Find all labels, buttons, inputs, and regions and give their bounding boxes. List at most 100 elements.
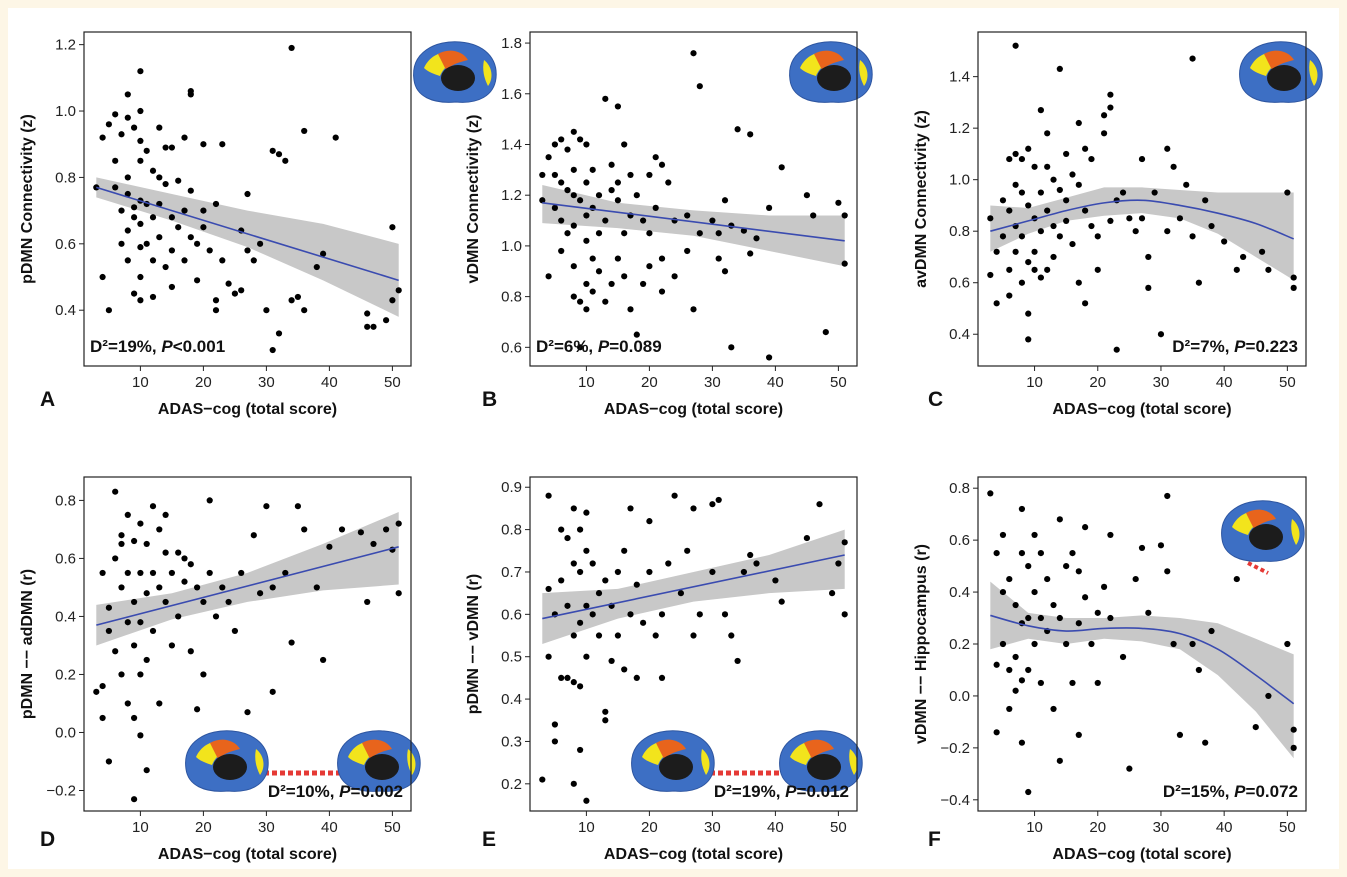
data-point bbox=[137, 619, 144, 626]
data-point bbox=[577, 746, 584, 754]
y-tick-label: 1.2 bbox=[501, 187, 522, 204]
data-point bbox=[225, 280, 232, 287]
data-point bbox=[1006, 705, 1013, 713]
x-tick-label: 20 bbox=[195, 374, 212, 391]
data-point bbox=[1119, 189, 1127, 196]
data-point bbox=[1075, 119, 1082, 127]
brain-activation-frontal bbox=[859, 60, 868, 86]
data-point bbox=[1006, 292, 1013, 299]
data-point bbox=[244, 709, 251, 716]
data-point bbox=[999, 640, 1007, 648]
data-point bbox=[1025, 562, 1032, 570]
data-point bbox=[93, 688, 100, 695]
data-point bbox=[1069, 240, 1076, 248]
data-point bbox=[212, 200, 220, 208]
data-point bbox=[1037, 614, 1044, 622]
x-tick-label: 20 bbox=[1089, 374, 1106, 391]
data-point bbox=[715, 230, 722, 237]
data-point bbox=[772, 577, 779, 584]
y-tick-label: 0.2 bbox=[55, 666, 76, 683]
stat-p-label: P bbox=[598, 337, 610, 356]
x-tick-label: 40 bbox=[767, 374, 784, 391]
fit-line bbox=[542, 202, 845, 242]
data-point bbox=[1126, 215, 1133, 222]
data-point bbox=[263, 503, 270, 510]
data-point bbox=[131, 537, 138, 545]
data-point bbox=[728, 344, 735, 351]
data-point bbox=[1025, 788, 1032, 796]
data-point bbox=[137, 297, 144, 304]
stat-annotation: D²=10%, P=0.002 bbox=[268, 782, 403, 801]
data-point bbox=[1119, 653, 1127, 661]
stat-p-label: P bbox=[785, 782, 797, 801]
data-point bbox=[1082, 145, 1089, 152]
data-point bbox=[545, 492, 552, 499]
data-point bbox=[112, 648, 119, 655]
data-point bbox=[1233, 266, 1240, 273]
data-point bbox=[734, 657, 741, 665]
fit-line bbox=[990, 614, 1295, 705]
data-point bbox=[137, 157, 144, 164]
data-point bbox=[1290, 726, 1297, 733]
data-point bbox=[614, 197, 622, 204]
confidence-band bbox=[96, 177, 399, 317]
y-tick-label: 1.4 bbox=[949, 69, 970, 86]
data-point bbox=[118, 671, 125, 678]
data-point bbox=[621, 547, 628, 554]
data-point bbox=[1208, 627, 1215, 635]
data-point bbox=[269, 688, 276, 695]
data-point bbox=[1107, 217, 1114, 224]
data-point bbox=[1012, 653, 1019, 661]
data-point bbox=[1157, 542, 1165, 549]
x-tick-label: 30 bbox=[1153, 819, 1170, 836]
data-point bbox=[665, 560, 672, 567]
data-point bbox=[200, 224, 207, 231]
data-point bbox=[1075, 731, 1082, 738]
data-point bbox=[149, 627, 157, 635]
x-tick-label: 40 bbox=[1216, 374, 1233, 391]
data-point bbox=[551, 171, 559, 179]
data-point bbox=[633, 331, 640, 338]
x-tick-label: 40 bbox=[321, 819, 338, 836]
data-point bbox=[999, 531, 1007, 539]
data-point bbox=[551, 204, 559, 211]
data-point bbox=[1050, 705, 1057, 713]
data-point bbox=[829, 590, 836, 597]
data-point bbox=[658, 288, 666, 295]
data-point bbox=[1088, 155, 1095, 163]
data-point bbox=[149, 503, 157, 510]
data-point bbox=[1170, 640, 1177, 648]
data-point bbox=[275, 151, 283, 158]
data-point bbox=[999, 233, 1007, 240]
data-point bbox=[577, 526, 584, 533]
data-point bbox=[162, 180, 169, 188]
data-point bbox=[1050, 222, 1057, 230]
data-point bbox=[1018, 677, 1026, 684]
data-point bbox=[219, 584, 226, 591]
stat-d2: D²=15%, bbox=[1163, 782, 1234, 801]
data-point bbox=[614, 103, 622, 110]
data-point bbox=[137, 244, 144, 251]
data-point bbox=[206, 247, 213, 254]
data-point bbox=[646, 171, 653, 179]
y-tick-label: −0.2 bbox=[940, 740, 970, 757]
data-point bbox=[124, 257, 131, 264]
fit-line bbox=[542, 554, 845, 620]
data-point bbox=[608, 161, 615, 168]
data-point bbox=[269, 147, 276, 154]
data-point bbox=[1044, 575, 1051, 583]
data-point bbox=[1037, 274, 1044, 281]
data-point bbox=[168, 569, 175, 577]
data-point bbox=[539, 171, 546, 179]
data-point bbox=[778, 164, 785, 171]
data-point bbox=[156, 124, 163, 131]
brain-thalamus bbox=[213, 754, 247, 780]
data-point bbox=[1252, 723, 1259, 731]
data-point bbox=[1037, 679, 1044, 687]
data-point bbox=[841, 539, 848, 546]
y-tick-label: 1.8 bbox=[501, 35, 522, 52]
data-point bbox=[1037, 107, 1044, 114]
data-point bbox=[545, 585, 552, 593]
data-point bbox=[131, 290, 138, 297]
data-point bbox=[583, 602, 590, 609]
